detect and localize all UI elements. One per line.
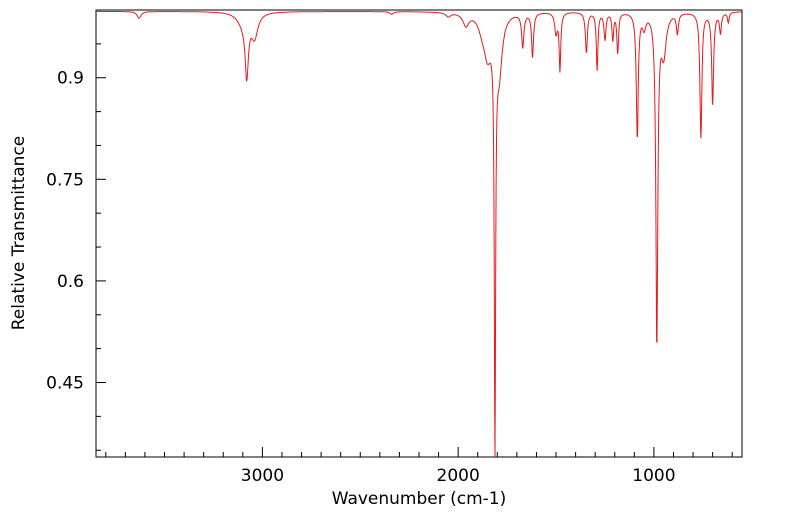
x-minor-ticks bbox=[105, 452, 733, 457]
y-tick-label-0.75: 0.75 bbox=[46, 170, 84, 190]
x-tick-label-3000: 3000 bbox=[241, 466, 284, 486]
y-tick-label-0.45: 0.45 bbox=[46, 374, 84, 394]
y-tick-label-0.9: 0.9 bbox=[57, 69, 84, 89]
x-tick-2000: 2000 bbox=[437, 447, 480, 486]
plot-frame bbox=[95, 9, 743, 458]
y-tick-0.45: 0.45 bbox=[46, 374, 106, 394]
x-axis-title: Wavenumber (cm-1) bbox=[332, 489, 507, 509]
x-tick-label-2000: 2000 bbox=[437, 466, 480, 486]
x-tick-label-1000: 1000 bbox=[632, 466, 675, 486]
y-tick-0.75: 0.75 bbox=[46, 170, 106, 190]
y-tick-0.9: 0.9 bbox=[57, 69, 106, 89]
y-tick-0.6: 0.6 bbox=[57, 272, 106, 292]
y-axis-title: Relative Transmittance bbox=[9, 136, 29, 331]
y-minor-ticks bbox=[96, 43, 101, 451]
y-tick-label-0.6: 0.6 bbox=[57, 272, 84, 292]
x-tick-3000: 3000 bbox=[241, 447, 284, 486]
x-tick-1000: 1000 bbox=[632, 447, 676, 486]
spectrum-line bbox=[96, 10, 742, 458]
